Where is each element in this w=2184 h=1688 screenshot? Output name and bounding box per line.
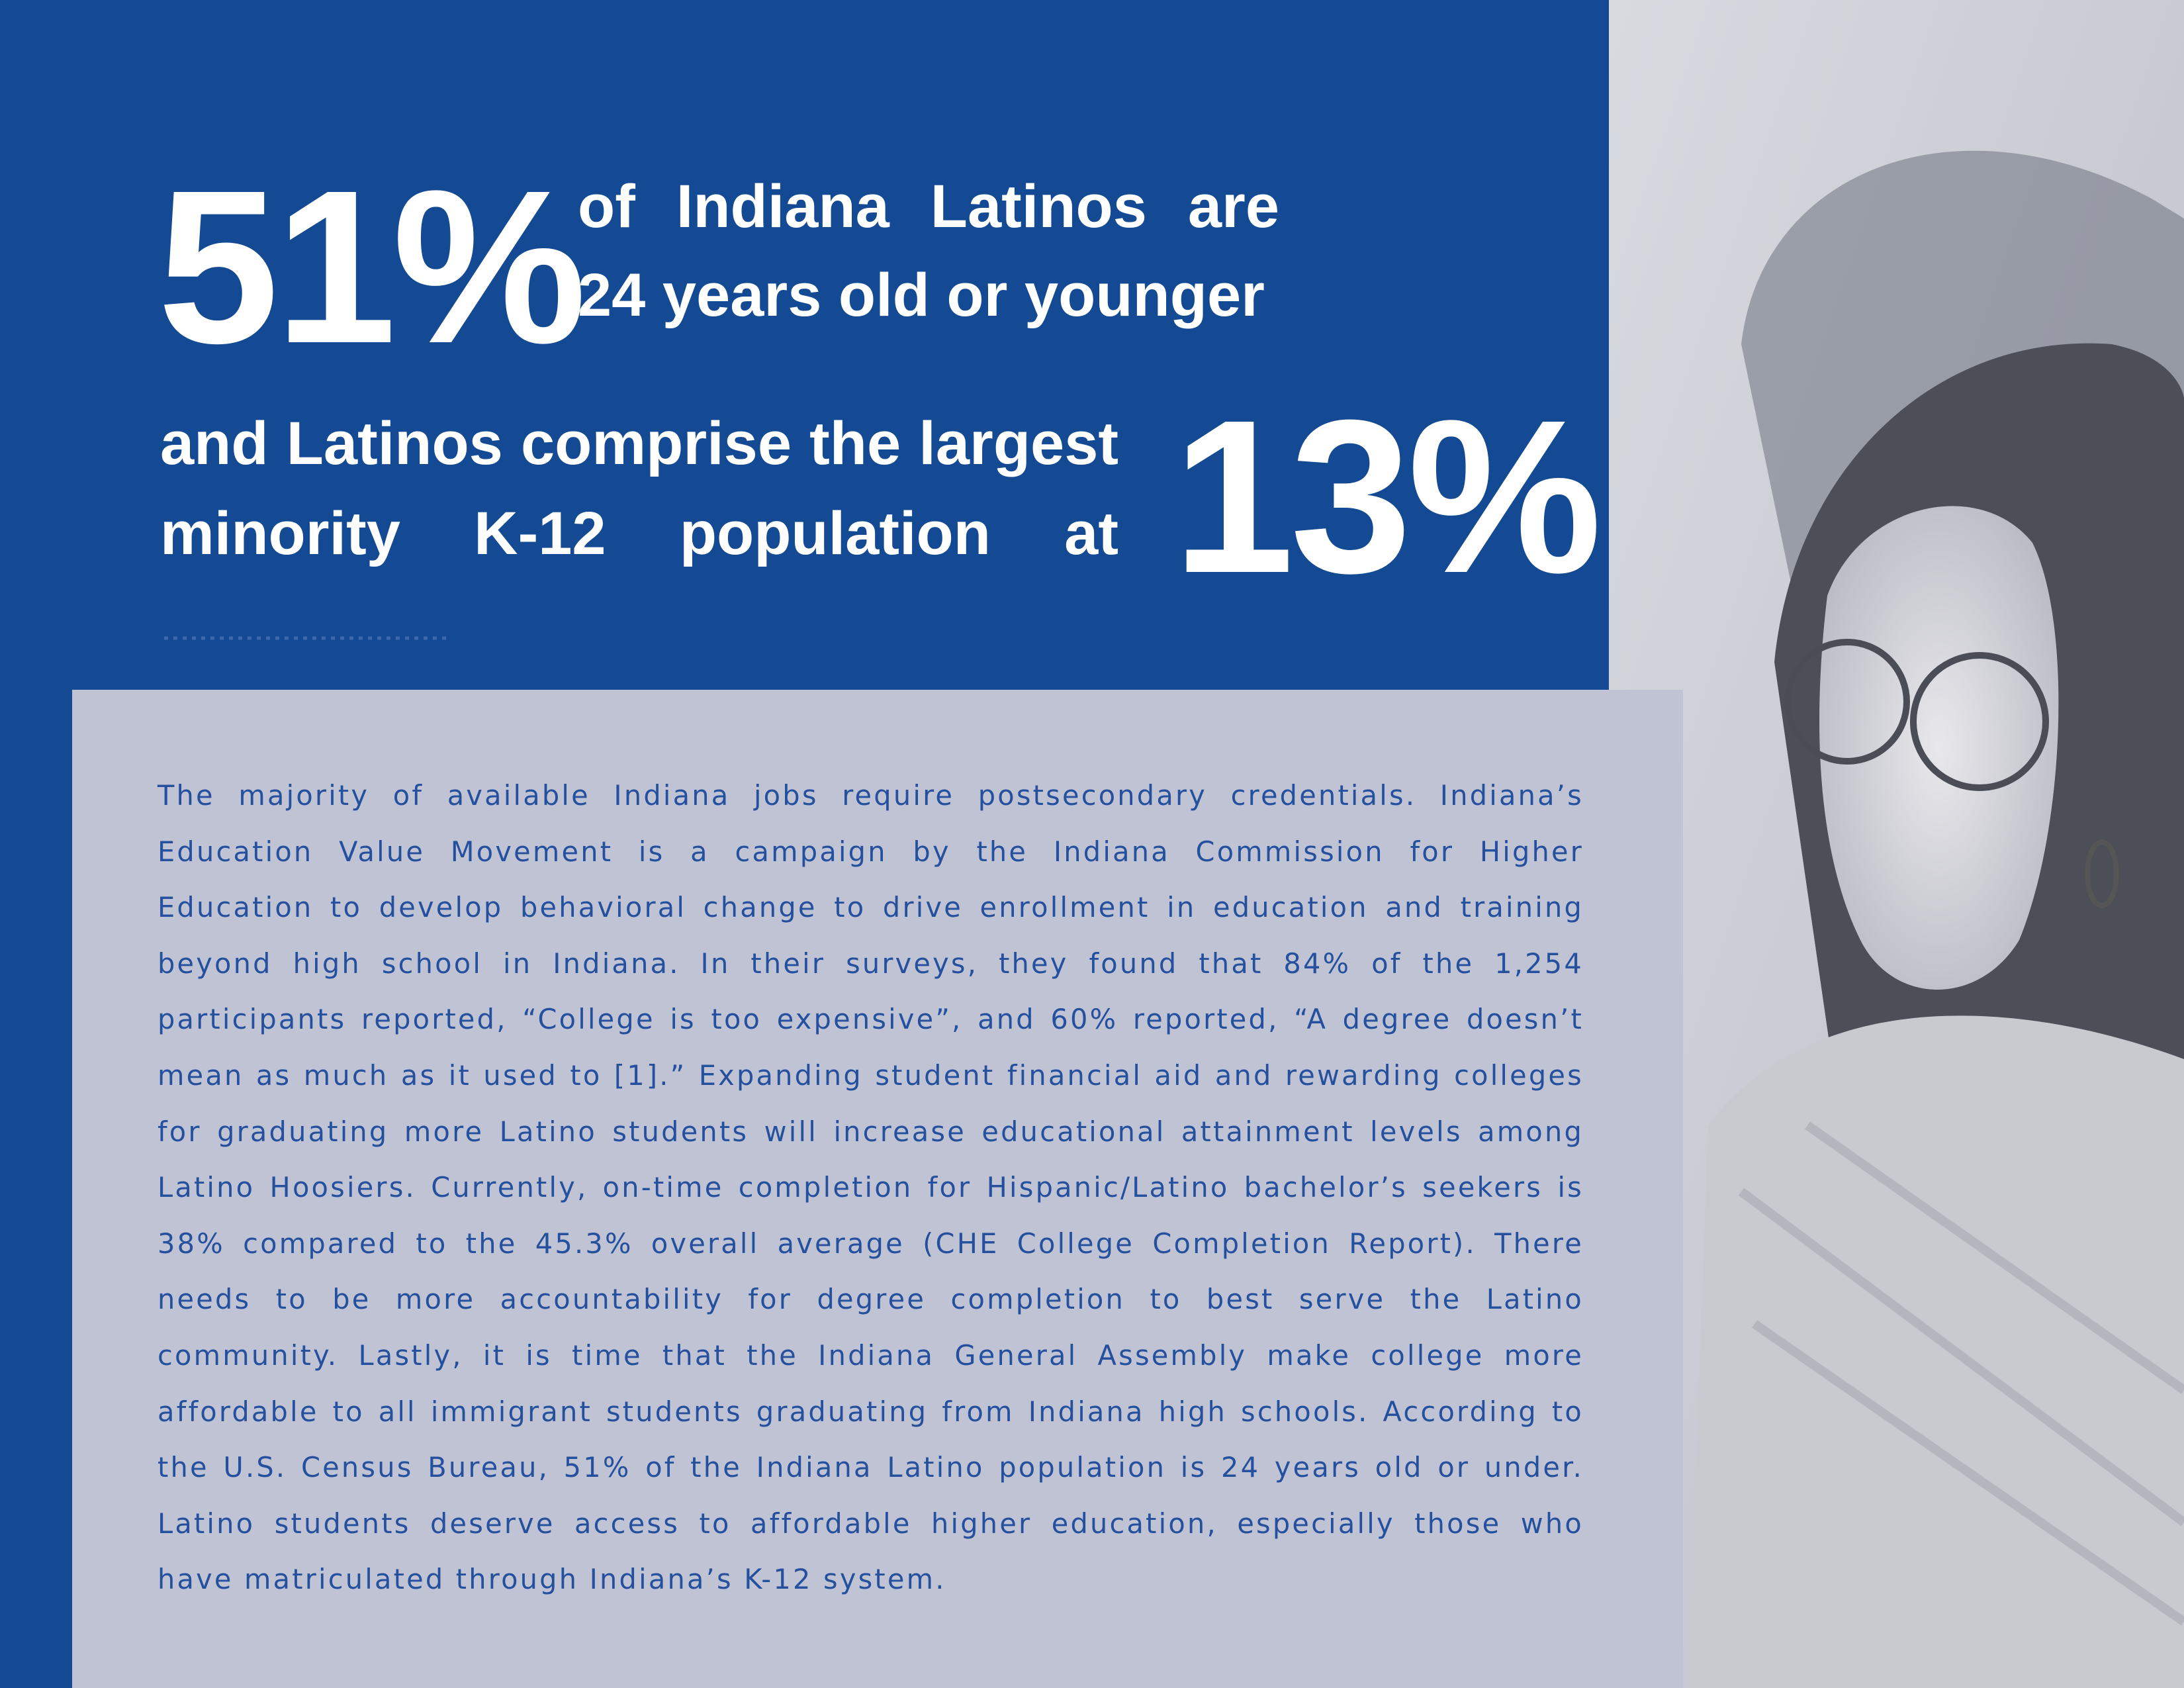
stat-text: of Indiana Latinos are — [578, 173, 1279, 240]
text-panel — [72, 690, 1683, 1688]
stat-value: 13% — [1173, 374, 1602, 618]
stat-text: minority K-12 population at — [160, 500, 1118, 567]
stat-value: 51% — [158, 144, 586, 389]
photo — [1609, 0, 2184, 1688]
stat-text: and Latinos comprise the largest — [160, 410, 1118, 477]
body-text: The majority of available Indiana jobs r… — [158, 779, 1584, 1596]
stat-text: 24 years old or younger — [578, 261, 1265, 329]
divider — [164, 636, 446, 640]
